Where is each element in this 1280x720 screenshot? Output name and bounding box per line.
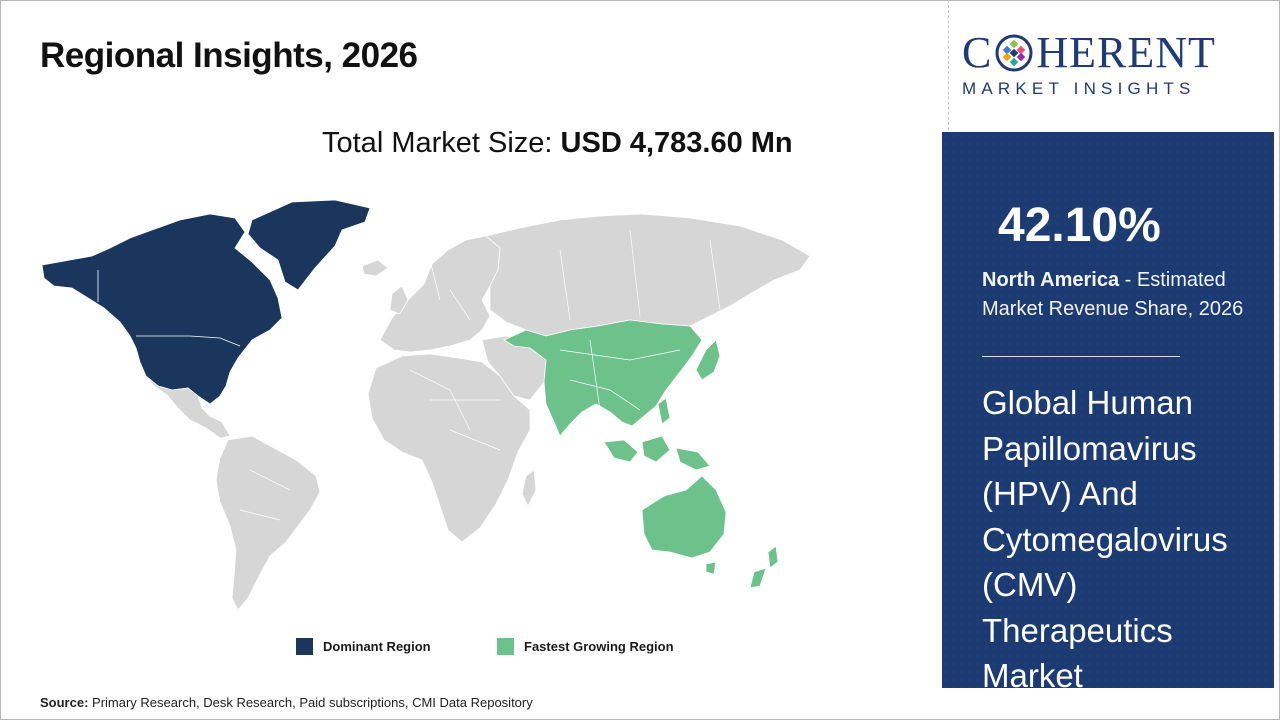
map-region-japan	[695, 339, 721, 381]
map-region-uk	[389, 285, 409, 315]
map-region-southeast-asia	[603, 435, 711, 471]
legend-swatch-dominant	[296, 638, 313, 655]
market-size-label: Total Market Size:	[322, 127, 553, 159]
share-percentage: 42.10%	[998, 199, 1161, 252]
share-region: North America	[982, 269, 1120, 291]
source-label: Source:	[40, 695, 89, 710]
market-size-value: USD 4,783.60 Mn	[560, 127, 793, 159]
share-description: North America - Estimated Market Revenue…	[982, 266, 1262, 324]
map-region-asia-pacific-mainland	[503, 319, 703, 437]
map-region-new-zealand	[749, 545, 779, 589]
insight-panel: 42.10% North America - Estimated Market …	[942, 132, 1274, 688]
map-region-greenland	[247, 199, 371, 291]
legend-item-dominant: Dominant Region	[296, 638, 431, 655]
legend-label-fastest: Fastest Growing Region	[524, 639, 674, 654]
map-region-south-america	[215, 435, 321, 611]
header-divider	[948, 0, 949, 130]
share-detail: - Estimated Market Revenue Share, 2026	[982, 269, 1244, 320]
map-region-tasmania	[705, 561, 717, 575]
world-map	[30, 190, 840, 620]
company-logo: C HERENT MARKET INSIGHTS	[962, 30, 1262, 100]
map-country-borders	[239, 229, 721, 521]
map-region-philippines	[657, 397, 671, 425]
map-region-iceland	[361, 259, 389, 277]
logo-letter-c: C	[962, 28, 993, 77]
map-country-borders-asia	[559, 339, 681, 411]
map-border-us-canada	[97, 270, 241, 347]
legend-swatch-fastest	[497, 638, 514, 655]
panel-texture	[942, 132, 1274, 688]
map-region-russia	[485, 213, 811, 337]
map-region-central-america	[145, 375, 231, 439]
map-region-madagascar	[521, 469, 537, 507]
market-name: Global Human Papillomavirus (HPV) And Cy…	[982, 384, 1228, 688]
logo-globe-icon	[995, 34, 1033, 72]
total-market-size: Total Market Size: USD 4,783.60 Mn	[322, 127, 793, 160]
legend-label-dominant: Dominant Region	[323, 639, 431, 654]
logo-wordmark: C HERENT	[962, 30, 1262, 76]
page-title: Regional Insights, 2026	[40, 36, 418, 75]
source-note: Source: Primary Research, Desk Research,…	[40, 695, 533, 710]
panel-divider	[982, 356, 1180, 357]
map-region-australia	[641, 475, 727, 559]
map-region-africa	[367, 353, 531, 543]
logo-word-rest: HERENT	[1036, 28, 1216, 77]
map-region-north-america	[41, 213, 283, 405]
legend-item-fastest: Fastest Growing Region	[497, 638, 674, 655]
logo-subtitle: MARKET INSIGHTS	[962, 79, 1196, 98]
source-text: Primary Research, Desk Research, Paid su…	[92, 695, 533, 710]
world-map-svg	[41, 199, 811, 611]
